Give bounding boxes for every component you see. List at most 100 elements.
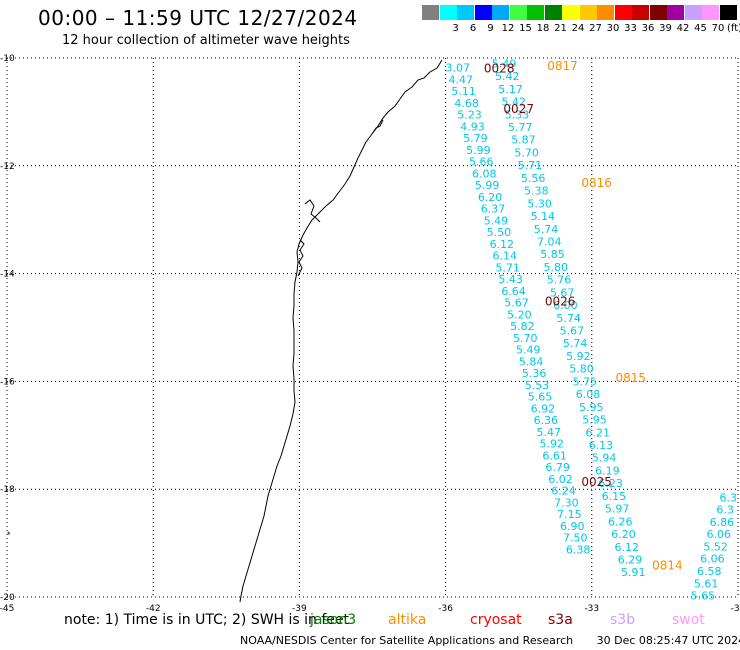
wave-height-value: 7.30 bbox=[554, 496, 579, 509]
legend-swatch bbox=[667, 5, 684, 20]
legend-swatch bbox=[439, 5, 457, 20]
footer-org: NOAA/NESDIS Center for Satellite Applica… bbox=[240, 634, 574, 647]
wave-height-value: 5.50 bbox=[487, 226, 512, 239]
lat-tick-label: -12 bbox=[0, 162, 15, 172]
wave-height-value: 3.07 bbox=[446, 62, 471, 75]
legend-swatch bbox=[544, 5, 562, 20]
wave-height-value: 4.68 bbox=[454, 97, 479, 110]
wave-height-value: 6.24 bbox=[551, 485, 576, 498]
lon-tick-label: -39 bbox=[292, 604, 307, 614]
wave-height-value: 5.67 bbox=[504, 297, 529, 310]
lat-tick-label: -14 bbox=[0, 270, 15, 280]
wave-height-value: 5.74 bbox=[556, 312, 581, 325]
satellite-name: s3a bbox=[548, 612, 573, 628]
footer: NOAA/NESDIS Center for Satellite Applica… bbox=[240, 634, 740, 647]
wave-height-value: 6.08 bbox=[472, 167, 497, 180]
satellite-name: swot bbox=[672, 612, 705, 628]
satellite-name: cryosat bbox=[470, 612, 522, 628]
wave-height-value: 5.65 bbox=[528, 391, 553, 404]
track-time-label: 0816 bbox=[581, 176, 612, 190]
wave-height-value: 6.36 bbox=[534, 414, 559, 427]
wave-height-value: 6.23 bbox=[598, 477, 623, 490]
wave-height-value: 5.65 bbox=[691, 590, 716, 603]
wave-height-value: 6.19 bbox=[595, 464, 620, 477]
legend-swatch bbox=[632, 5, 649, 20]
lat-tick-label: -18 bbox=[0, 485, 15, 495]
wave-height-value: 5.53 bbox=[525, 379, 550, 392]
wave-height-value: 5.74 bbox=[534, 223, 559, 236]
wave-height-value: 5.79 bbox=[463, 132, 488, 145]
wave-height-value: 5.30 bbox=[527, 197, 552, 210]
wave-height-value: 6.38 bbox=[566, 543, 591, 556]
legend-unit: (ft) bbox=[726, 23, 740, 34]
wave-height-value: 5.92 bbox=[566, 350, 591, 363]
wave-height-value: 5.14 bbox=[531, 210, 556, 223]
track-time-label: 0028 bbox=[484, 62, 515, 76]
wave-height-value: 5.87 bbox=[511, 134, 536, 147]
legend-swatch bbox=[457, 5, 474, 20]
legend-label: 15 bbox=[519, 23, 532, 34]
wave-height-value: 5.66 bbox=[469, 156, 494, 169]
wave-height-value: 6.37 bbox=[481, 203, 506, 216]
wave-height-value: 5.33 bbox=[505, 108, 530, 121]
legend-label: 33 bbox=[624, 23, 637, 34]
wave-height-value: 6.13 bbox=[589, 439, 614, 452]
wave-height-value: 5.70 bbox=[514, 146, 539, 159]
wave-height-value: 5.71 bbox=[518, 159, 543, 172]
legend-label: 6 bbox=[469, 23, 477, 34]
legend-label: 12 bbox=[501, 23, 515, 34]
lat-tick-label: -10 bbox=[0, 54, 15, 64]
legend-swatch bbox=[719, 5, 737, 20]
wave-height-value: 6.06 bbox=[707, 528, 732, 541]
wave-height-value: 5.85 bbox=[540, 248, 565, 261]
legend-label: 18 bbox=[536, 23, 550, 34]
wave-height-value: 5.43 bbox=[498, 273, 523, 286]
lon-tick-label: -33 bbox=[584, 604, 599, 614]
wave-height-value: 5.91 bbox=[621, 566, 646, 579]
wave-height-value: 5.49 bbox=[492, 57, 517, 70]
legend-label: 45 bbox=[694, 23, 707, 34]
wave-height-value: 5.49 bbox=[516, 344, 541, 357]
wave-height-value: 5.95 bbox=[579, 401, 604, 414]
wave-height-value: 6.29 bbox=[618, 553, 643, 566]
track-time-label: 0027 bbox=[503, 102, 534, 116]
legend-swatch bbox=[614, 5, 632, 20]
wave-height-value: 7.04 bbox=[537, 235, 562, 248]
wave-height-value: 5.47 bbox=[537, 426, 562, 439]
wave-height-value: 6.58 bbox=[697, 565, 722, 578]
satellite-name: jason3 bbox=[310, 612, 357, 628]
lat-tick-label: -20 bbox=[0, 593, 15, 603]
wave-height-value: 5.42 bbox=[495, 70, 520, 83]
wave-height-value: 7.50 bbox=[563, 532, 588, 545]
legend-swatch bbox=[597, 5, 614, 20]
wave-height-value: 5.23 bbox=[457, 109, 482, 122]
legend-swatch bbox=[509, 5, 527, 20]
wave-height-value: 5.75 bbox=[573, 375, 598, 388]
map-marker: * bbox=[7, 530, 11, 540]
wave-height-value: 5.94 bbox=[592, 452, 617, 465]
legend-label: 9 bbox=[487, 23, 494, 34]
wave-height-value: 4.93 bbox=[460, 120, 485, 133]
wave-height-value: 5.71 bbox=[495, 261, 520, 274]
wave-height-value: 5.77 bbox=[508, 121, 533, 134]
wave-height-value: 6.20 bbox=[478, 191, 503, 204]
legend-swatch bbox=[422, 5, 439, 20]
wave-height-value: 6.90 bbox=[560, 520, 585, 533]
wave-height-value: 5.80 bbox=[569, 363, 594, 376]
wave-height-value: 5.61 bbox=[694, 577, 719, 590]
wave-height-value: 5.52 bbox=[703, 540, 728, 553]
wave-height-value: 6.02 bbox=[548, 473, 573, 486]
legend-label: 36 bbox=[641, 23, 655, 34]
axis-tick-labels: -45 -42 -39 -36 -33 -30 -10 -12 -14 -16 -18 -20 bbox=[0, 54, 740, 614]
lat-tick-label: -16 bbox=[0, 377, 15, 387]
wave-height-value: 5.92 bbox=[539, 438, 564, 451]
wave-height-value: 6.08 bbox=[576, 388, 601, 401]
coastline-bay-detail bbox=[297, 119, 384, 277]
wave-height-value: 5.38 bbox=[524, 185, 549, 198]
legend-swatch bbox=[649, 5, 667, 20]
wave-height-value: 6.79 bbox=[545, 461, 570, 474]
wave-height-value: 6.06 bbox=[700, 553, 725, 566]
legend-label: 70 bbox=[711, 23, 725, 34]
legend-label: 27 bbox=[589, 23, 602, 34]
